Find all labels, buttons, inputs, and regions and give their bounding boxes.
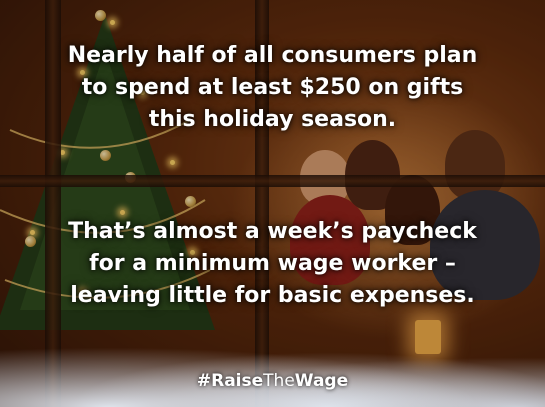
hashtag-middle: The [263,371,295,391]
father-sweater [430,190,540,300]
tree-light [60,150,65,155]
message-line: leaving little for basic expenses. [70,283,475,308]
tree-light [80,290,85,295]
message-line: Nearly half of all consumers plan [67,43,478,68]
tree-light [30,230,35,235]
tree-light [190,250,195,255]
tree-light [110,20,115,25]
hashtag: #RaiseTheWage [0,371,545,391]
ornament-icon [95,10,106,21]
window-frame [255,0,269,407]
window-snow [0,337,545,407]
tree-light [120,210,125,215]
child-sweater [290,195,370,285]
ornament-icon [100,150,111,161]
ornament-icon [185,196,196,207]
tree-light [80,70,85,75]
message-line: to spend at least $250 on gifts [81,75,464,100]
ornament-icon [25,236,36,247]
tree-light [140,90,145,95]
statistic-text: Nearly half of all consumers plan to spe… [0,40,545,136]
window-frame [45,0,61,407]
paycheck-text: That’s almost a week’s paycheck for a mi… [0,216,545,312]
father-figure [445,130,505,200]
hashtag-prefix: #Raise [196,371,264,391]
message-line: for a minimum wage worker – [89,251,456,276]
message-line: this holiday season. [148,107,397,132]
message-line: That’s almost a week’s paycheck [68,219,477,244]
window-frame [0,175,545,187]
hashtag-suffix: Wage [294,371,349,391]
tree-light [170,160,175,165]
